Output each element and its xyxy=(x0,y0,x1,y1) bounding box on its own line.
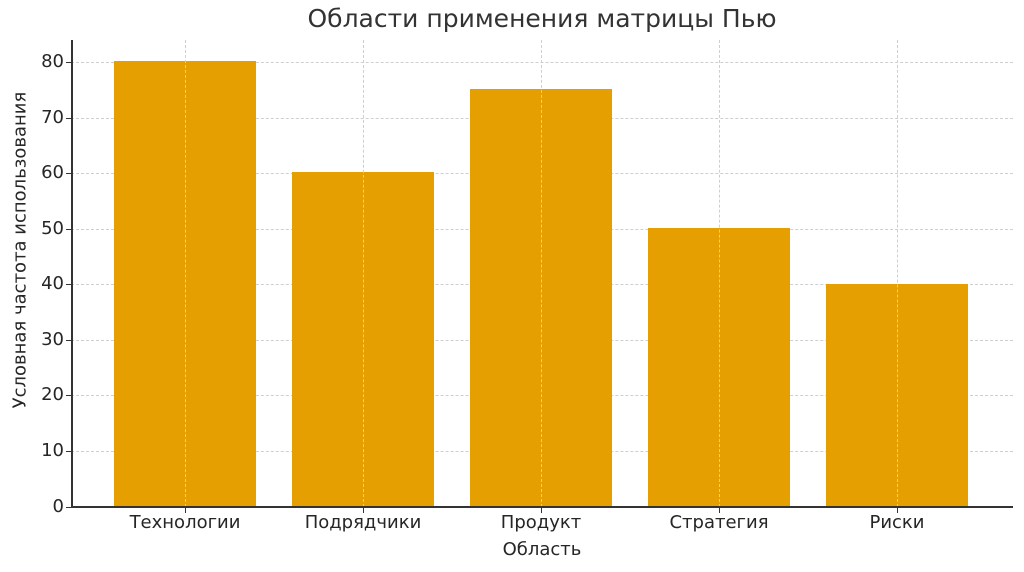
x-tick-label: Технологии xyxy=(129,512,241,533)
y-tick xyxy=(66,451,71,452)
y-axis-title: Условная частота использования xyxy=(9,91,31,409)
gridline-x-2 xyxy=(363,40,364,507)
y-tick xyxy=(66,340,71,341)
gridline-x-3 xyxy=(541,40,542,507)
y-tick xyxy=(66,284,71,285)
y-tick xyxy=(66,173,71,174)
y-tick xyxy=(66,118,71,119)
y-tick xyxy=(66,229,71,230)
x-tick-label: Продукт xyxy=(500,512,582,533)
x-axis-title: Область xyxy=(502,539,582,560)
gridline-y-80 xyxy=(71,62,1013,63)
y-tick-label: 10 xyxy=(41,440,64,461)
y-tick-label: 80 xyxy=(41,51,64,72)
y-tick xyxy=(66,507,71,508)
gridline-x-4 xyxy=(719,40,720,507)
gridline-x-1 xyxy=(185,40,186,507)
x-tick-label: Подрядчики xyxy=(304,512,422,533)
y-tick-label: 70 xyxy=(41,107,64,128)
y-tick-label: 60 xyxy=(41,162,64,183)
y-tick-label: 20 xyxy=(41,384,64,405)
y-tick xyxy=(66,395,71,396)
plot-area xyxy=(66,40,1013,513)
x-tick xyxy=(185,508,186,513)
y-tick-label: 30 xyxy=(41,329,64,350)
x-tick xyxy=(541,508,542,513)
x-tick xyxy=(719,508,720,513)
y-tick-label: 0 xyxy=(52,496,64,517)
y-axis-line xyxy=(71,40,73,508)
x-tick-label: Риски xyxy=(869,512,925,533)
y-tick-label: 40 xyxy=(41,273,64,294)
y-tick-label: 50 xyxy=(41,218,64,239)
chart-title: Области применения матрицы Пью xyxy=(307,4,777,33)
x-tick xyxy=(363,508,364,513)
x-tick xyxy=(897,508,898,513)
x-axis-line xyxy=(71,506,1013,508)
gridline-x-5 xyxy=(897,40,898,507)
y-tick xyxy=(66,62,71,63)
x-tick-label: Стратегия xyxy=(669,512,769,533)
